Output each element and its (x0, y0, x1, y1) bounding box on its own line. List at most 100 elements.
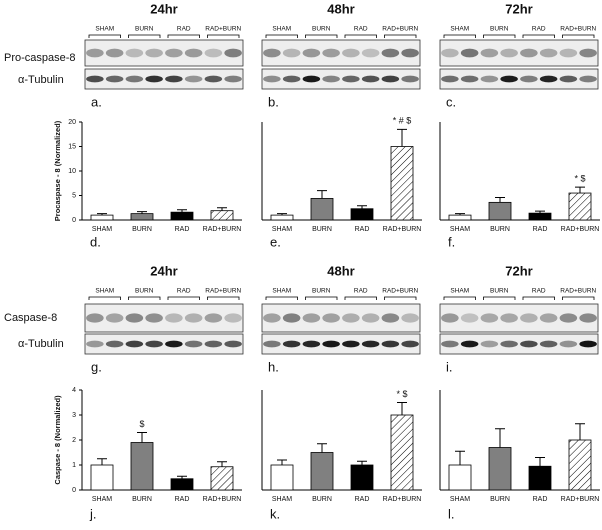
bar (528, 465, 552, 491)
group-label: SHAM (95, 26, 114, 33)
group-label: SHAM (272, 288, 291, 295)
band (579, 75, 597, 83)
x-tick-label: SHAM (92, 226, 112, 233)
panel-letter: d. (90, 234, 101, 249)
bracket (167, 34, 200, 38)
error-bar (177, 209, 187, 213)
bracket (88, 296, 121, 300)
band (539, 75, 558, 83)
bar (210, 466, 234, 491)
band (302, 313, 321, 323)
band (105, 313, 124, 323)
band (224, 48, 242, 58)
bar (130, 442, 154, 491)
group-label: RAD (177, 26, 191, 33)
band (204, 340, 223, 348)
band (579, 48, 597, 58)
band (559, 48, 578, 58)
bar (390, 414, 414, 491)
bracket (88, 34, 121, 38)
error-bar (455, 213, 465, 216)
band (125, 48, 144, 58)
bracket (128, 296, 161, 300)
y-tick-label: 1 (72, 462, 76, 469)
band (224, 313, 242, 323)
error-bar (397, 128, 407, 147)
y-tick-label: 0 (72, 487, 76, 494)
band (282, 75, 301, 83)
error-bar (177, 475, 187, 479)
group-label: BURN (312, 288, 331, 295)
error-bar (97, 213, 107, 216)
band (322, 340, 340, 348)
bar (448, 214, 472, 221)
band (263, 313, 281, 323)
bracket (207, 34, 240, 38)
group-label: RAD+BURN (205, 288, 241, 295)
bracket (522, 296, 555, 300)
band (579, 340, 597, 348)
x-tick-label: RAD+BURN (203, 226, 242, 233)
band (322, 75, 340, 83)
significance: $ (139, 419, 144, 429)
panel-letter: f. (448, 234, 455, 249)
panel-letter: i. (446, 359, 453, 374)
band (500, 75, 518, 83)
group-label: RAD+BURN (382, 26, 418, 33)
y-tick-label: 2 (72, 437, 76, 444)
band (401, 313, 419, 323)
band (520, 48, 538, 58)
band (342, 340, 360, 348)
bar (568, 439, 592, 491)
band (381, 340, 400, 348)
band (86, 48, 104, 58)
group-label: SHAM (272, 26, 291, 33)
y-axis-title: Procaspase - 8 (Normalized) (53, 120, 62, 221)
band (263, 340, 281, 348)
error-bar (97, 458, 107, 465)
band (460, 340, 479, 348)
band (361, 313, 380, 323)
x-tick-label: BURN (490, 226, 510, 233)
bar (488, 447, 512, 491)
group-label: BURN (490, 26, 509, 33)
time-label: 72hr (505, 1, 532, 16)
group-label: RAD+BURN (382, 288, 418, 295)
blot (439, 303, 599, 333)
bar (310, 452, 334, 491)
blot (84, 303, 244, 333)
y-tick-label: 4 (72, 387, 76, 394)
blot (261, 333, 421, 355)
error-bar (495, 196, 505, 203)
band (282, 340, 301, 348)
band (539, 313, 558, 323)
bracket (562, 296, 595, 300)
group-label: RAD (354, 288, 368, 295)
group-label: RAD (532, 26, 546, 33)
band (204, 48, 223, 58)
band (86, 340, 104, 348)
band (105, 48, 124, 58)
error-bar (397, 402, 407, 415)
time-label: 24hr (150, 263, 177, 278)
y-tick-label: 15 (68, 143, 76, 150)
band (579, 313, 597, 323)
band (184, 340, 203, 348)
bracket (344, 34, 377, 38)
band (441, 313, 459, 323)
error-bar (317, 443, 327, 453)
band (381, 313, 400, 323)
error-bar (137, 211, 147, 214)
band (302, 340, 321, 348)
bar (170, 478, 194, 491)
band (184, 313, 203, 323)
bar (350, 464, 374, 491)
x-tick-label: BURN (312, 226, 332, 233)
bracket (483, 296, 516, 300)
band (500, 340, 518, 348)
band (401, 48, 419, 58)
x-tick-label: RAD (533, 226, 548, 233)
panel-letter: a. (91, 94, 102, 109)
time-label: 48hr (327, 1, 354, 16)
